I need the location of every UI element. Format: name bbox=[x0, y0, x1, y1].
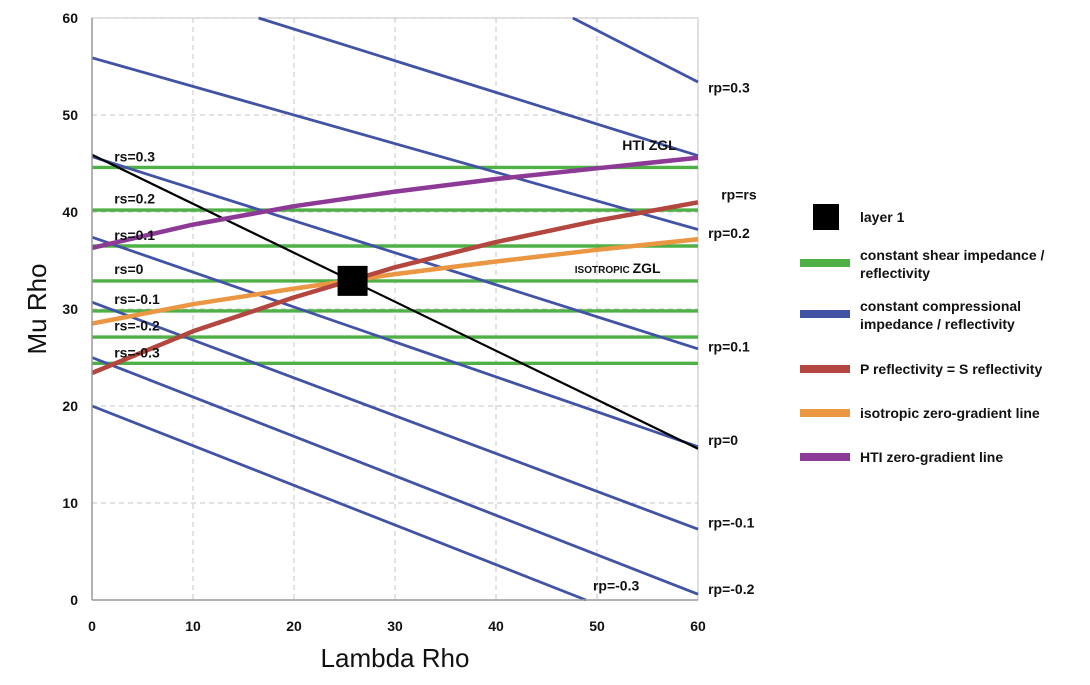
annotation-rs-0-1: rs=-0.1 bbox=[114, 291, 160, 307]
annotation-rs-0-3: rs=0.3 bbox=[114, 149, 155, 165]
series-line-rp-0-2 bbox=[91, 356, 699, 596]
y-tick-label: 10 bbox=[62, 495, 78, 511]
annotation-hti-zgl: HTI ZGL bbox=[622, 137, 677, 153]
series-line-rp-0-1 bbox=[91, 155, 699, 351]
annotation-rs-0-2: rs=-0.2 bbox=[114, 317, 160, 333]
legend-swatch-isotropic bbox=[800, 409, 850, 417]
annotations: rs=0.3 rs=0.2 rs=0.1 rs=0 rs=-0.1 rs=-0.2 rs=-… bbox=[114, 80, 757, 597]
y-tick-label: 50 bbox=[62, 107, 78, 123]
legend-swatch-layer-1 bbox=[813, 204, 839, 230]
axes: 0 10 20 30 40 50 60 0 10 20 30 40 50 60 bbox=[62, 10, 706, 634]
legend-label-layer1: layer 1 bbox=[860, 209, 905, 225]
annotation-isotropic-zgl: ISOTROPIC ZGL bbox=[575, 260, 661, 276]
series-line-rp-rs bbox=[91, 200, 699, 376]
legend-label-isotropic: isotropic zero-gradient line bbox=[860, 405, 1040, 421]
annotation-rp-0-1: rp=0.1 bbox=[708, 339, 750, 355]
legend-label-shear: constant shear impedance / reflectivity bbox=[860, 247, 1045, 281]
legend-swatch-compressional bbox=[800, 310, 850, 318]
legend-swatch-hti bbox=[800, 453, 850, 461]
y-tick-label: 0 bbox=[70, 592, 78, 608]
annotation-rp-0-2: rp=-0.2 bbox=[708, 581, 755, 597]
legend-label-hti: HTI zero-gradient line bbox=[860, 449, 1003, 465]
x-tick-label: 60 bbox=[690, 618, 706, 634]
annotation-rp-0-3: rp=0.3 bbox=[708, 80, 750, 96]
annotation-rs-0-3: rs=-0.3 bbox=[114, 345, 160, 361]
y-tick-label: 20 bbox=[62, 398, 78, 414]
annotation-rp-0-1: rp=-0.1 bbox=[708, 514, 755, 530]
series-line-rp-0-3 bbox=[572, 16, 699, 84]
series-lines bbox=[91, 16, 699, 602]
y-tick-label: 40 bbox=[62, 204, 78, 220]
annotation-rs-0-1: rs=0.1 bbox=[114, 227, 155, 243]
gridlines bbox=[92, 17, 699, 600]
series-line-layer-1-constant-impedance-line bbox=[91, 153, 699, 450]
x-tick-label: 40 bbox=[488, 618, 504, 634]
x-tick-label: 30 bbox=[387, 618, 403, 634]
annotation-rp-0-3: rp=-0.3 bbox=[593, 577, 640, 593]
x-tick-label: 10 bbox=[185, 618, 201, 634]
x-axis-title: Lambda Rho bbox=[321, 643, 470, 673]
annotation-rs-0: rs=0 bbox=[114, 261, 143, 277]
layer-1-marker bbox=[337, 265, 368, 296]
series-line-rp-0-2 bbox=[91, 56, 699, 231]
x-tick-label: 50 bbox=[589, 618, 605, 634]
legend-label-compressional: constant compressional impedance / reflec… bbox=[860, 298, 1021, 332]
annotation-rp-0: rp=0 bbox=[708, 432, 738, 448]
series-line-rp-0-3 bbox=[91, 404, 587, 602]
series-line-isotropic-zgl bbox=[91, 236, 699, 326]
series-line-rp-0-1 bbox=[91, 300, 699, 531]
legend-swatch-shear bbox=[800, 259, 850, 267]
annotation-rs-0-2: rs=0.2 bbox=[114, 190, 155, 206]
legend-label-p_eq_s: P reflectivity = S reflectivity bbox=[860, 361, 1042, 377]
annotation-rp-0-2: rp=0.2 bbox=[708, 225, 750, 241]
x-tick-label: 20 bbox=[286, 618, 302, 634]
series-line-rp-0 bbox=[91, 235, 699, 449]
annotation-rp-rs: rp=rs bbox=[721, 186, 757, 202]
legend-swatch-p_eq_s bbox=[800, 365, 850, 373]
y-tick-label: 60 bbox=[62, 10, 78, 26]
series-line-hti-zgl bbox=[91, 155, 699, 251]
y-axis-title: Mu Rho bbox=[22, 263, 52, 354]
series-line-rp-0-4-partial bbox=[258, 16, 699, 158]
x-tick-label: 0 bbox=[88, 618, 96, 634]
y-tick-label: 30 bbox=[62, 301, 78, 317]
markers bbox=[337, 265, 368, 296]
legend: layer 1 constant shear impedance / reflect… bbox=[800, 204, 1045, 465]
